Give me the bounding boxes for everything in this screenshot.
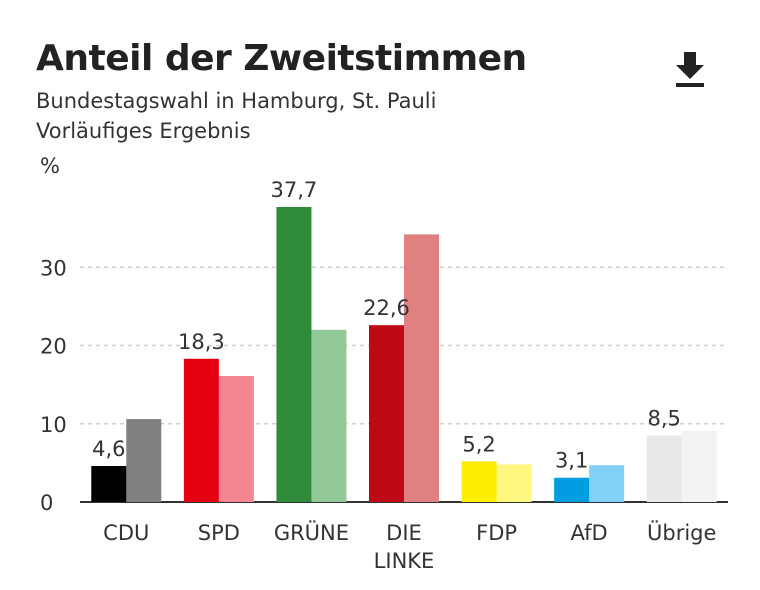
data-label: 4,6: [92, 437, 125, 461]
x-tick-label: FDP: [476, 521, 517, 545]
y-tick-label: 20: [40, 335, 67, 359]
bar-current: [183, 358, 219, 502]
x-tick-label: DIE: [386, 521, 422, 545]
bar-current: [369, 325, 404, 502]
bar-previous: [126, 419, 162, 502]
bar-current: [461, 461, 497, 502]
bar-current: [554, 477, 590, 502]
data-label: 37,7: [271, 178, 318, 202]
y-axis-unit: %: [40, 154, 60, 178]
x-tick-label: GRÜNE: [274, 520, 349, 545]
data-label: 5,2: [462, 432, 495, 456]
x-tick-label: CDU: [103, 521, 149, 545]
download-button[interactable]: [672, 48, 712, 92]
bar-previous: [404, 234, 439, 502]
bar-previous: [311, 329, 347, 502]
chart-title: Anteil der Zweitstimmen: [36, 38, 527, 79]
subtitle-line-2: Vorläufiges Ergebnis: [36, 119, 251, 143]
y-tick-label: 0: [40, 491, 53, 515]
chart-subtitle: Bundestagswahl in Hamburg, St. Pauli Vor…: [36, 86, 436, 146]
bar-current: [276, 206, 312, 502]
data-label: 3,1: [555, 449, 588, 473]
data-label: 18,3: [178, 330, 225, 354]
y-tick-label: 10: [40, 413, 67, 437]
subtitle-line-1: Bundestagswahl in Hamburg, St. Pauli: [36, 89, 437, 113]
bar-previous: [218, 376, 254, 502]
bar-current: [646, 435, 682, 502]
data-label: 22,6: [363, 296, 410, 320]
x-tick-label: LINKE: [374, 549, 435, 573]
x-tick-label: SPD: [198, 521, 240, 545]
bar-previous: [496, 464, 532, 502]
download-icon: [676, 52, 704, 87]
x-tick-label: AfD: [571, 521, 608, 545]
x-tick-label: Übrige: [647, 520, 716, 545]
bar-previous: [589, 465, 625, 502]
bar-previous: [681, 430, 717, 502]
bar-current: [91, 466, 127, 502]
y-tick-label: 30: [40, 256, 67, 280]
data-label: 8,5: [648, 406, 681, 430]
